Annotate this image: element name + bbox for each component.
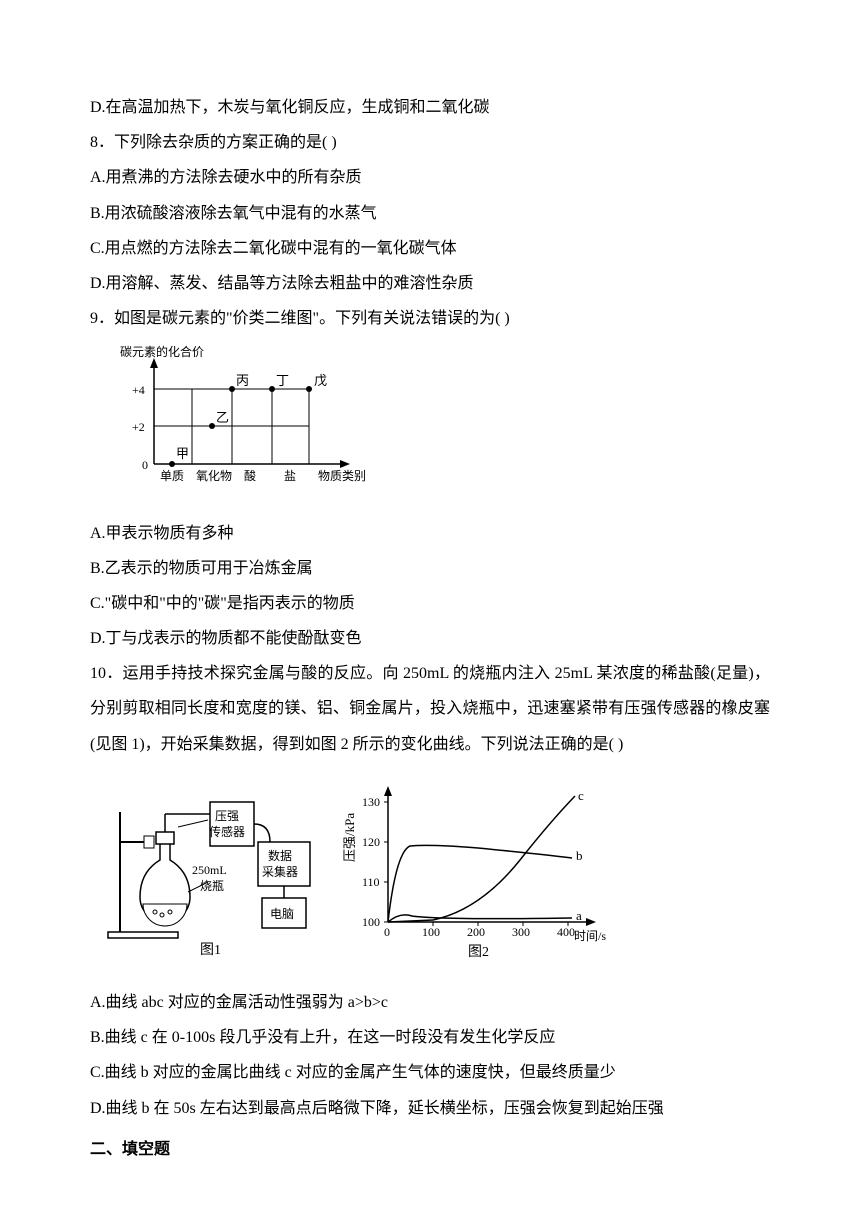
q9-stem: 9．如图是碳元素的"价类二维图"。下列有关说法错误的为( ) [90,301,770,336]
q10-fig1: 压强 传感器 250mL 烧瓶 数据 采集器 电脑 图1 [100,772,330,975]
fig2-xlabel: 时间/s [574,929,606,943]
q8-option-d: D.用溶解、蒸发、结晶等方法除去粗盐中的难溶性杂质 [90,266,770,301]
point-yi: 乙 [216,410,229,425]
fig2-xtick-100: 100 [422,925,440,939]
fig2-ytick-130: 130 [362,795,380,809]
q10-fig2: 压强/kPa 100 110 120 130 0 100 200 300 400 [340,772,620,975]
q10-option-a: A.曲线 abc 对应的金属活动性强弱为 a>b>c [90,985,770,1020]
svg-text:250mL: 250mL [192,863,227,877]
xcat-0: 单质 [160,469,184,483]
q8-option-a: A.用煮沸的方法除去硬水中的所有杂质 [90,160,770,195]
q8-stem: 8．下列除去杂质的方案正确的是( ) [90,125,770,160]
fig2-ytick-120: 120 [362,835,380,849]
point-jia: 甲 [176,446,189,461]
svg-text:压强: 压强 [215,809,239,823]
xcat-2: 酸 [244,468,256,483]
ytick-4: +4 [132,383,145,397]
section-2-header: 二、填空题 [90,1132,770,1167]
fig1-caption: 图1 [200,943,221,958]
q8-option-b: B.用浓硫酸溶液除去氧气中混有的水蒸气 [90,196,770,231]
q9-option-c: C."碳中和"中的"碳"是指丙表示的物质 [90,586,770,621]
ytick-0: 0 [142,458,148,472]
q9-option-d: D.丁与戊表示的物质都不能使酚酞变色 [90,621,770,656]
q9-option-b: B.乙表示的物质可用于冶炼金属 [90,551,770,586]
point-wu: 戊 [314,373,327,388]
q10-stem: 10．运用手持技术探究金属与酸的反应。向 250mL 的烧瓶内注入 25mL 某… [90,656,770,762]
series-c-label: c [578,788,584,803]
fig2-xtick-0: 0 [384,925,390,939]
fig2-caption: 图2 [468,945,489,960]
y-axis-title: 碳元素的化合价 [120,344,204,359]
fig2-ylabel: 压强/kPa [342,812,357,861]
q10-figures: 压强 传感器 250mL 烧瓶 数据 采集器 电脑 图1 压强/kPa [100,772,770,975]
svg-text:数据: 数据 [268,848,292,863]
xcat-3: 盐 [284,469,296,483]
point-bing: 丙 [236,373,249,388]
series-b-label: b [576,848,583,863]
series-a-label: a [576,908,582,923]
q10-option-b: B.曲线 c 在 0-100s 段几乎没有上升，在这一时段没有发生化学反应 [90,1020,770,1055]
q7-option-d: D.在高温加热下，木炭与氧化铜反应，生成铜和二氧化碳 [90,90,770,125]
q9-option-a: A.甲表示物质有多种 [90,516,770,551]
q10-option-c: C.曲线 b 对应的金属比曲线 c 对应的金属产生气体的速度快，但最终质量少 [90,1055,770,1090]
q9-chart: 碳元素的化合价 +4 +2 0 单质 氧化物 酸 盐 物质类别 甲 乙 丙 丁 … [114,344,770,507]
point-ding: 丁 [276,373,289,388]
fig2-xtick-400: 400 [557,925,575,939]
svg-text:采集器: 采集器 [262,864,298,879]
svg-text:传感器: 传感器 [209,824,245,839]
fig2-xtick-200: 200 [467,925,485,939]
svg-text:电脑: 电脑 [270,907,294,921]
xcat-1: 氧化物 [196,469,232,483]
fig2-ytick-110: 110 [362,875,380,889]
q8-option-c: C.用点燃的方法除去二氧化碳中混有的一氧化碳气体 [90,231,770,266]
fig2-ytick-100: 100 [362,915,380,929]
fig2-xtick-300: 300 [512,925,530,939]
q10-option-d: D.曲线 b 在 50s 左右达到最高点后略微下降，延长横坐标，压强会恢复到起始… [90,1091,770,1126]
x-axis-title: 物质类别 [318,469,366,483]
svg-text:烧瓶: 烧瓶 [200,879,224,893]
ytick-2: +2 [132,420,145,434]
